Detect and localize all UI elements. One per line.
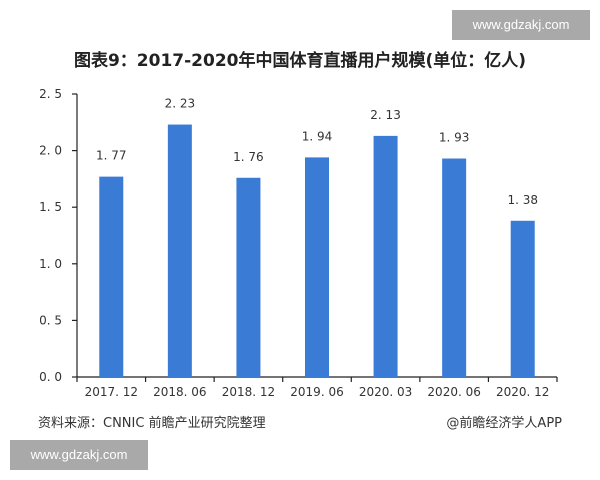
x-tick-label: 2019. 06 [290,385,343,399]
bar-value-label: 1. 94 [302,129,333,143]
x-tick-label: 2018. 12 [222,385,275,399]
bar [167,124,192,378]
chart-title: 图表9：2017-2020年中国体育直播用户规模(单位：亿人) [73,51,527,71]
bar [510,220,535,377]
watermark-top-right: www.gdzakj.com [452,10,590,40]
watermark-bottom-left: www.gdzakj.com [10,440,148,470]
x-tick-label: 2020. 06 [427,385,480,399]
x-tick-label: 2020. 03 [359,385,412,399]
x-tick-label: 2017. 12 [85,385,138,399]
x-axis: 2017. 12 2018. 06 2018. 12 2019. 06 2020. 03… [76,376,558,399]
y-axis: 0. 0 0. 5 1. 0 1. 5 2. 0 2. 5 [39,87,78,384]
y-tick-label: 2. 5 [39,87,62,101]
bar-value-label: 1. 77 [96,149,127,163]
credit-note: @前瞻经济学人APP [446,416,562,431]
y-tick-label: 0. 0 [39,370,62,384]
bars: 1. 77 2. 23 1. 76 1. 94 2. 13 1. 93 1. 38 [96,97,538,378]
bar-value-label: 1. 38 [507,193,538,207]
bar [442,158,467,377]
y-tick-label: 0. 5 [39,313,62,327]
bar-value-label: 1. 76 [233,150,264,164]
y-tick-label: 2. 0 [39,144,62,158]
bar [236,177,261,377]
x-tick-label: 2018. 06 [153,385,206,399]
bar-value-label: 1. 93 [439,131,470,145]
source-note: 资料来源：CNNIC 前瞻产业研究院整理 [38,416,266,431]
bar [373,135,398,377]
bar-value-label: 2. 13 [370,108,401,122]
x-tick-label: 2020. 12 [496,385,549,399]
bar-value-label: 2. 23 [165,97,196,111]
bar [305,157,329,377]
y-tick-label: 1. 5 [39,200,62,214]
y-tick-label: 1. 0 [39,257,62,271]
bar [99,176,124,377]
